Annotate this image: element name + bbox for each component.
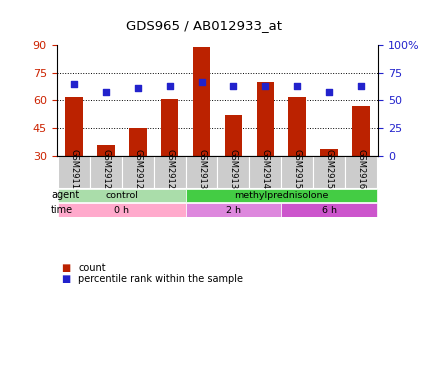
- Text: 6 h: 6 h: [321, 206, 336, 214]
- Bar: [58, 156, 90, 188]
- Bar: [185, 189, 376, 202]
- Bar: [58, 204, 185, 217]
- Bar: [224, 115, 242, 156]
- Point: [70, 81, 77, 87]
- Text: methylprednisolone: methylprednisolone: [233, 191, 328, 200]
- Bar: [161, 99, 178, 156]
- Point: [102, 88, 109, 94]
- Bar: [122, 156, 153, 188]
- Text: time: time: [51, 205, 73, 215]
- Text: GSM29137: GSM29137: [197, 149, 206, 195]
- Bar: [58, 189, 185, 202]
- Bar: [249, 156, 281, 188]
- Point: [357, 83, 364, 89]
- Bar: [288, 97, 305, 156]
- Point: [230, 83, 237, 89]
- Point: [166, 83, 173, 89]
- Bar: [192, 47, 210, 156]
- Text: control: control: [105, 191, 138, 200]
- Text: ■: ■: [61, 263, 70, 273]
- Text: GDS965 / AB012933_at: GDS965 / AB012933_at: [126, 19, 282, 32]
- Text: GSM29125: GSM29125: [165, 149, 174, 195]
- Text: GSM29141: GSM29141: [260, 149, 269, 195]
- Text: count: count: [78, 263, 106, 273]
- Text: percentile rank within the sample: percentile rank within the sample: [78, 274, 243, 284]
- Bar: [97, 145, 115, 156]
- Bar: [129, 128, 146, 156]
- Bar: [281, 204, 376, 217]
- Text: 2 h: 2 h: [225, 206, 240, 214]
- Bar: [256, 82, 273, 156]
- Bar: [344, 156, 376, 188]
- Bar: [312, 156, 344, 188]
- Bar: [185, 156, 217, 188]
- Text: GSM29123: GSM29123: [133, 149, 142, 195]
- Text: GSM29138: GSM29138: [228, 149, 237, 195]
- Point: [197, 79, 204, 85]
- Text: 0 h: 0 h: [114, 206, 129, 214]
- Bar: [217, 156, 249, 188]
- Bar: [352, 106, 369, 156]
- Bar: [90, 156, 122, 188]
- Bar: [65, 97, 82, 156]
- Bar: [153, 156, 185, 188]
- Text: GSM29159: GSM29159: [324, 149, 333, 195]
- Point: [293, 83, 300, 89]
- Text: GSM29157: GSM29157: [292, 149, 301, 195]
- Bar: [185, 204, 281, 217]
- Text: ■: ■: [61, 274, 70, 284]
- Text: GSM29161: GSM29161: [355, 149, 365, 195]
- Bar: [281, 156, 312, 188]
- Text: agent: agent: [51, 190, 79, 200]
- Point: [134, 85, 141, 91]
- Text: GSM29119: GSM29119: [69, 149, 79, 195]
- Point: [261, 83, 268, 89]
- Point: [325, 88, 332, 94]
- Text: GSM29121: GSM29121: [101, 149, 110, 195]
- Bar: [319, 148, 337, 156]
